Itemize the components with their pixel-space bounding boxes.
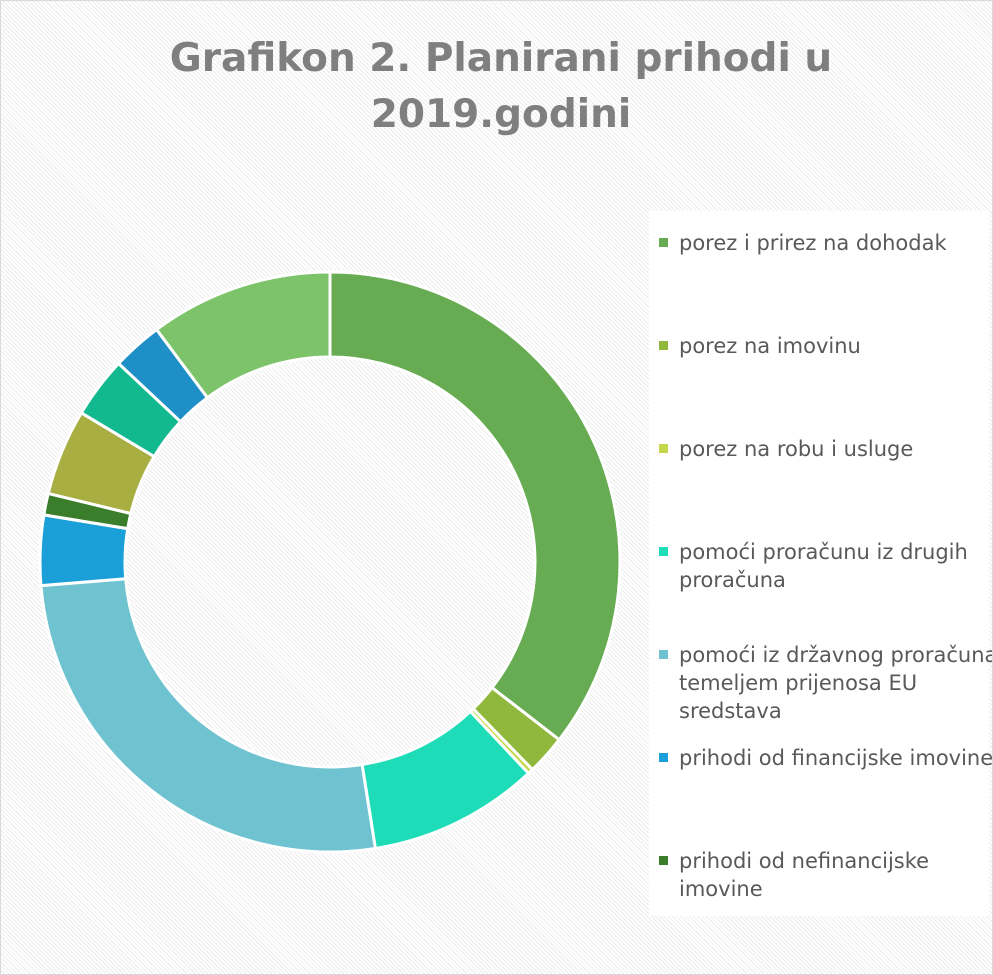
legend-item: porez na imovinu (659, 332, 992, 360)
legend-swatch (659, 444, 668, 453)
legend-swatch (659, 650, 668, 659)
legend-label: pomoći proračunu iz drugih proračuna (679, 540, 968, 592)
legend-item: porez na robu i usluge (659, 435, 992, 463)
legend-item: prihodi od nefinancijske imovine (659, 847, 992, 903)
donut-segment (39, 577, 378, 854)
legend-label: porez i prirez na dohodak (679, 231, 947, 255)
legend-swatch (659, 341, 668, 350)
legend-swatch (659, 856, 668, 865)
legend-label: pomoći iz državnog proračuna temeljem pr… (679, 643, 993, 723)
legend-label: prihodi od nefinancijske imovine (679, 849, 930, 901)
donut-segment (328, 270, 622, 742)
legend-label: porez na robu i usluge (679, 437, 914, 461)
legend-swatch (659, 547, 668, 556)
legend: porez i prirez na dohodak porez na imovin… (649, 211, 992, 916)
legend-label: prihodi od financijske imovine (679, 746, 993, 770)
legend-label: porez na imovinu (679, 334, 861, 358)
legend-swatch (659, 753, 668, 762)
legend-item: prihodi od financijske imovine (659, 744, 993, 772)
legend-item: pomoći iz državnog proračuna temeljem pr… (659, 641, 993, 725)
donut-segment (154, 270, 332, 400)
legend-item: pomoći proračunu iz drugih proračuna (659, 538, 992, 594)
legend-swatch (659, 238, 668, 247)
chart-title: Grafikon 2. Planirani prihodi u 2019.god… (169, 36, 833, 137)
legend-item: porez i prirez na dohodak (659, 229, 992, 257)
